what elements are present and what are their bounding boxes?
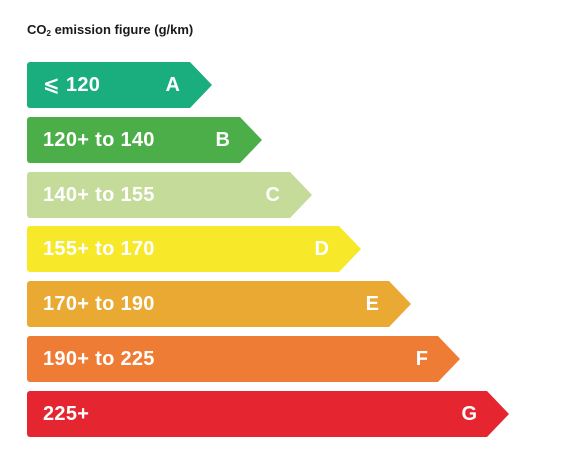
band-f-letter: F <box>415 348 428 370</box>
band-c: 140+ to 155 C <box>27 172 312 218</box>
band-f: 190+ to 225 F <box>27 336 460 382</box>
band-f-arrow <box>438 336 460 382</box>
band-d-range: 155+ to 170 <box>43 238 155 260</box>
chart-title: CO2 emission figure (g/km) <box>27 22 193 38</box>
band-e: 170+ to 190 E <box>27 281 411 327</box>
band-c-letter: C <box>265 184 280 206</box>
band-d: 155+ to 170 D <box>27 226 361 272</box>
band-g-letter: G <box>461 403 477 425</box>
band-e-letter: E <box>365 293 379 315</box>
band-g-arrow <box>487 391 509 437</box>
band-e-range: 170+ to 190 <box>43 293 155 315</box>
band-a: ⩽ 120 A <box>27 62 212 108</box>
band-a-arrow <box>190 62 212 108</box>
band-b-arrow <box>240 117 262 163</box>
title-prefix: CO <box>27 22 47 37</box>
band-a-range: ⩽ 120 <box>43 74 101 96</box>
band-b: 120+ to 140 B <box>27 117 262 163</box>
title-subscript: 2 <box>46 29 51 38</box>
band-e-arrow <box>389 281 411 327</box>
band-d-letter: D <box>314 238 329 260</box>
band-g: 225+ G <box>27 391 509 437</box>
band-g-range: 225+ <box>43 403 90 425</box>
band-c-arrow <box>290 172 312 218</box>
band-c-range: 140+ to 155 <box>43 184 155 206</box>
band-b-letter: B <box>215 129 230 151</box>
band-f-range: 190+ to 225 <box>43 348 155 370</box>
band-b-range: 120+ to 140 <box>43 129 155 151</box>
band-a-letter: A <box>165 74 180 96</box>
title-suffix: emission figure (g/km) <box>50 22 194 37</box>
band-d-arrow <box>339 226 361 272</box>
